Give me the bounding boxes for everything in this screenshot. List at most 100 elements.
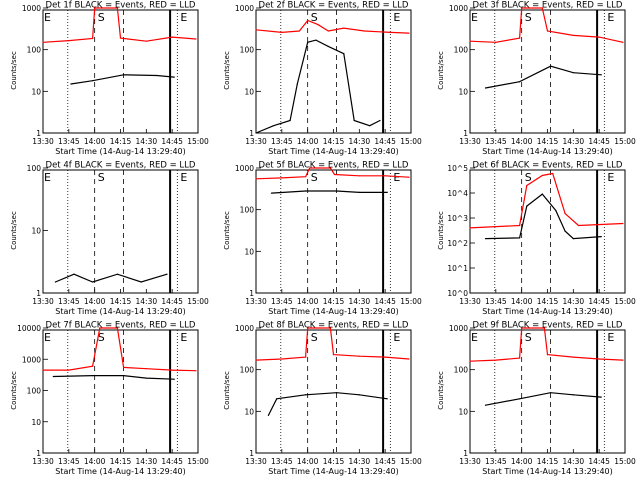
data-point-lld <box>119 37 122 39</box>
data-point-lld <box>42 369 44 371</box>
y-tick-label: 100 <box>240 46 255 55</box>
x-axis-label: Start Time (14-Aug-14 13:29:40) <box>55 307 186 316</box>
y-tick-label: 10 <box>458 407 468 416</box>
y-tick-label: 100 <box>27 164 42 173</box>
event-marker-label: S <box>525 171 532 184</box>
y-tick-label: 1 <box>249 289 254 298</box>
data-point-lld <box>195 38 197 40</box>
data-point-events <box>92 281 94 283</box>
x-tick-label: 13:30 <box>459 457 481 466</box>
panel-title: Det 1f BLACK = Events, RED = LLD <box>46 1 196 11</box>
x-tick-label: 13:45 <box>58 457 80 466</box>
panel-title: Det 3f BLACK = Events, RED = LLD <box>473 1 623 11</box>
data-point-lld <box>495 359 497 361</box>
x-axis-label: Start Time (14-Aug-14 13:29:40) <box>55 147 186 156</box>
series-lld <box>469 172 623 229</box>
y-tick-label: 1000 <box>449 324 468 333</box>
data-point-lld <box>333 173 336 176</box>
x-tick-label: 13:30 <box>32 457 54 466</box>
x-tick-label: 13:45 <box>271 457 293 466</box>
y-tick-label: 1000 <box>449 4 468 13</box>
event-marker-label: S <box>525 331 532 344</box>
data-point-lld <box>255 359 257 361</box>
x-tick-label: 13:45 <box>58 297 80 306</box>
data-point-lld <box>552 172 554 175</box>
data-point-lld <box>384 356 386 358</box>
data-point-events <box>145 377 147 379</box>
data-point-lld <box>546 353 549 356</box>
data-point-lld <box>577 224 580 227</box>
y-axis-label: Counts/sec <box>437 371 445 410</box>
y-tick-label: 1000 <box>235 324 254 333</box>
y-axis-label: Counts/sec <box>10 51 18 90</box>
data-point-events <box>140 281 142 283</box>
data-point-events <box>379 119 381 122</box>
y-tick-label: 1 <box>249 449 254 458</box>
series-events <box>485 65 602 89</box>
data-point-events <box>123 374 125 377</box>
series-events <box>53 375 175 380</box>
x-tick-label: 14:45 <box>161 297 183 306</box>
data-point-lld <box>469 227 471 229</box>
data-point-events <box>116 273 118 275</box>
data-point-events <box>315 39 317 41</box>
x-tick-label: 14:15 <box>323 137 345 146</box>
x-tick-label: 15:00 <box>614 457 636 466</box>
data-point-lld <box>195 370 197 372</box>
data-point-lld <box>622 41 624 43</box>
data-point-lld <box>255 178 257 180</box>
event-marker-label: E <box>393 331 400 344</box>
data-point-events <box>327 45 329 47</box>
x-tick-label: 13:30 <box>245 137 267 146</box>
data-point-events <box>276 398 278 400</box>
data-point-lld <box>92 37 94 40</box>
data-point-lld <box>171 36 173 38</box>
data-point-lld <box>408 176 410 178</box>
data-point-events <box>484 87 487 89</box>
data-point-lld <box>521 7 523 9</box>
data-point-lld <box>521 327 523 329</box>
data-point-lld <box>363 30 366 32</box>
series-events <box>70 74 175 85</box>
data-point-events <box>73 273 75 275</box>
data-point-lld <box>94 7 96 9</box>
x-tick-label: 14:30 <box>136 457 158 466</box>
x-tick-label: 14:00 <box>297 297 319 306</box>
y-tick-label: 10 <box>244 87 254 96</box>
data-point-lld <box>519 224 521 227</box>
y-tick-label: 100 <box>240 206 255 215</box>
event-marker-label: E <box>180 331 187 344</box>
x-tick-label: 15:00 <box>187 137 209 146</box>
data-point-events <box>572 237 574 240</box>
x-tick-label: 14:15 <box>110 137 132 146</box>
x-axis-label: Start Time (14-Aug-14 13:29:40) <box>55 467 186 476</box>
plot-frame <box>42 9 199 134</box>
data-point-events <box>386 191 388 193</box>
data-point-lld <box>541 174 543 177</box>
x-tick-label: 13:30 <box>245 457 267 466</box>
data-point-events <box>484 404 487 406</box>
y-tick-label: 100 <box>27 387 42 396</box>
x-tick-label: 14:45 <box>588 297 610 306</box>
data-point-lld <box>343 27 345 29</box>
panel-title: Det 4f BLACK = Events, RED = LLD <box>46 161 196 171</box>
y-tick-label: 100 <box>27 46 42 55</box>
x-tick-label: 14:15 <box>537 297 559 306</box>
plot-frame <box>255 9 412 134</box>
data-point-events <box>305 394 307 396</box>
data-point-lld <box>622 359 624 361</box>
data-point-events <box>600 74 602 76</box>
data-point-lld <box>543 327 546 329</box>
data-point-events <box>52 375 54 378</box>
x-tick-label: 14:45 <box>588 137 610 146</box>
data-point-events <box>272 125 275 127</box>
panel-title: Det 7f BLACK = Events, RED = LLD <box>46 321 196 331</box>
data-point-lld <box>541 7 543 9</box>
x-tick-label: 13:30 <box>245 297 267 306</box>
event-marker-label: E <box>180 11 187 24</box>
series-lld <box>255 327 409 361</box>
data-point-lld <box>495 41 497 43</box>
